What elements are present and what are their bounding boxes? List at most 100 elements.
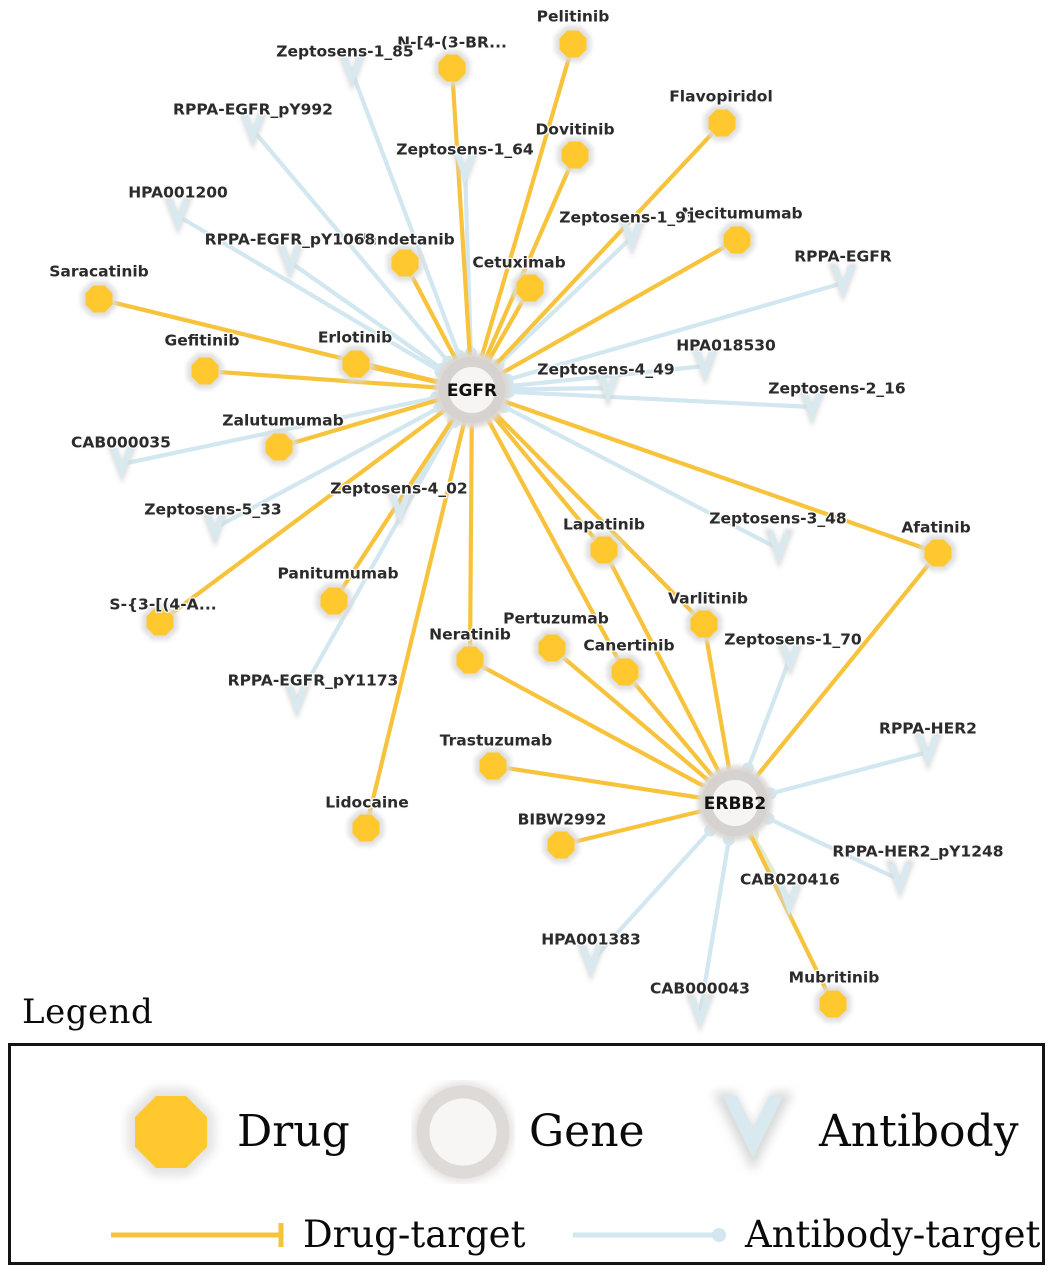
edge-antibody-target (349, 69, 475, 393)
legend-label-antibody-target: Antibody-target (745, 1213, 1041, 1256)
drug-label: Vandetanib (355, 231, 455, 249)
drug-node[interactable] (261, 429, 297, 465)
legend-title: Legend (22, 992, 154, 1032)
drug-node[interactable] (187, 353, 223, 389)
drug-label: Pertuzumab (503, 610, 609, 628)
antibody-node[interactable] (337, 52, 367, 92)
drug-node[interactable] (815, 986, 851, 1022)
drug-label: Mubritinib (789, 969, 880, 987)
antibody-label: Zeptosens-1_64 (396, 141, 534, 159)
drug-label: Saracatinib (49, 263, 149, 281)
antibody-node[interactable] (913, 732, 943, 772)
antibody-node[interactable] (774, 880, 804, 920)
antibody-node[interactable] (885, 860, 915, 900)
antibody-node[interactable] (690, 346, 720, 386)
drug-node[interactable] (338, 346, 374, 382)
bar-end-line-icon (111, 1222, 284, 1247)
drug-node[interactable] (686, 606, 722, 642)
antibody-node[interactable] (617, 217, 647, 257)
drug-node[interactable] (434, 50, 470, 86)
labels-layer: Pelitinib N-[4-(3-BR... Flavopiridol Doviti… (48, 6, 1005, 999)
edge-drug-target (202, 368, 475, 393)
antibody-label: CAB020416 (740, 871, 840, 889)
edge-drug-target (469, 120, 725, 393)
drug-node[interactable] (719, 222, 755, 258)
drug-label: BIBW2992 (518, 811, 607, 829)
drug-node[interactable] (920, 535, 956, 571)
gene-node[interactable] (434, 352, 510, 428)
drug-node[interactable] (452, 642, 488, 678)
antibody-node[interactable] (200, 508, 230, 548)
dot-end-line-icon (573, 1227, 726, 1242)
drug-label: N-[4-(3-BR... (397, 34, 507, 52)
antibody-node[interactable] (275, 242, 305, 282)
antibody-label: RPPA-EGFR_pY1068 (205, 231, 376, 249)
antibody-label: Zeptosens-4_49 (537, 361, 674, 379)
antibody-label: Zeptosens-2_16 (768, 380, 905, 398)
drug-label: Dovitinib (535, 121, 614, 139)
antibody-node[interactable] (828, 263, 858, 303)
antibody-node[interactable] (576, 942, 606, 982)
legend-label-gene: Gene (529, 1106, 645, 1157)
drug-node[interactable] (704, 105, 740, 141)
antibody-node[interactable] (238, 110, 268, 150)
edge-drug-target (363, 387, 475, 831)
edge-drug-target (467, 657, 738, 806)
legend-item-drug-target: Drug-target (109, 1216, 525, 1253)
antibody-label: CAB000035 (71, 434, 171, 452)
drug-node[interactable] (142, 604, 178, 640)
drug-label: Neratinib (429, 626, 511, 644)
antibody-node[interactable] (775, 638, 805, 678)
antibody-node[interactable] (593, 368, 623, 408)
edge-drug-target (331, 387, 475, 604)
edge-drug-target (469, 237, 740, 393)
antibody-label: RPPA-HER2_pY1248 (832, 843, 1003, 861)
antibody-node[interactable] (163, 196, 193, 236)
legend-item-gene: Gene (411, 1080, 645, 1184)
drug-label: Trastuzumab (440, 732, 552, 750)
edge-antibody-target (250, 127, 475, 393)
edge-antibody-target (469, 387, 815, 410)
antibody-label: Zeptosens-4_02 (330, 480, 467, 498)
antibody-node[interactable] (107, 444, 137, 484)
ring-icon (413, 1082, 513, 1182)
drug-label: Lidocaine (325, 794, 408, 812)
drug-node[interactable] (475, 748, 511, 784)
antibody-label: HPA001200 (128, 184, 228, 202)
drug-node[interactable] (534, 630, 570, 666)
edge-antibody-target (212, 387, 475, 531)
gene-node[interactable] (697, 765, 773, 841)
edge-drug-target (469, 41, 576, 393)
drug-label: Pelitinib (537, 8, 610, 26)
edge-antibody-target (294, 387, 475, 703)
drug-label: Zalutumumab (222, 412, 343, 430)
drug-node[interactable] (512, 270, 548, 306)
octagon-icon (127, 1088, 215, 1176)
antibody-label: Zeptosens-1_85 (276, 43, 413, 61)
drug-node[interactable] (543, 827, 579, 863)
drug-node[interactable] (607, 654, 643, 690)
drug-label: Erlotinib (318, 329, 392, 347)
antibody-node[interactable] (764, 529, 794, 569)
antibody-node[interactable] (282, 680, 312, 720)
antibody-node[interactable] (450, 148, 480, 188)
drug-label: Lapatinib (563, 516, 645, 534)
drug-node[interactable] (387, 245, 423, 281)
antibody-label: CAB000043 (650, 980, 750, 998)
chevron-icon (713, 1092, 793, 1172)
drug-node[interactable] (555, 26, 591, 62)
antibody-node[interactable] (685, 993, 715, 1033)
antibody-label: Zeptosens-1_70 (724, 631, 862, 649)
drug-node[interactable] (586, 532, 622, 568)
drug-node[interactable] (81, 281, 117, 317)
drug-node[interactable] (316, 583, 352, 619)
legend-label-drug: Drug (237, 1106, 350, 1157)
drug-node[interactable] (557, 137, 593, 173)
antibody-label: Zeptosens-1_91 (559, 209, 696, 227)
antibody-node[interactable] (797, 387, 827, 427)
antibody-node[interactable] (385, 488, 415, 528)
drug-label: Panitumumab (277, 565, 398, 583)
drug-label: S-{3-[(4-A... (109, 596, 216, 614)
edge-drug-target (469, 387, 628, 675)
drug-node[interactable] (348, 810, 384, 846)
